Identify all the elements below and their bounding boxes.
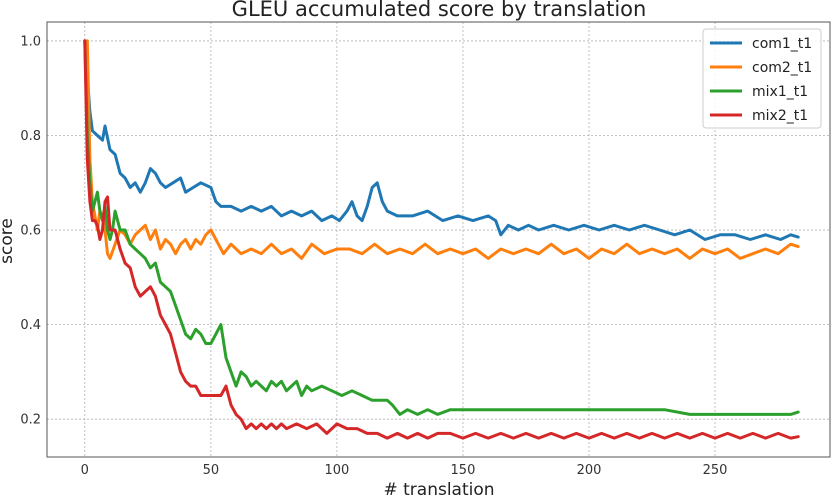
legend-label-mix1_t1: mix1_t1	[752, 84, 808, 100]
y-tick-label: 0.4	[20, 318, 41, 333]
x-tick-label: 150	[451, 463, 476, 478]
series-layer	[83, 39, 800, 440]
legend-label-com1_t1: com1_t1	[752, 36, 812, 52]
legend-box	[702, 28, 822, 129]
x-tick-label: 0	[81, 463, 89, 478]
x-tick-label: 50	[203, 463, 220, 478]
chart-title: GLEU accumulated score by translation	[232, 0, 647, 21]
y-tick-label: 0.8	[20, 129, 41, 144]
legend-label-mix2_t1: mix2_t1	[752, 108, 808, 124]
y-tick-label: 0.2	[20, 413, 41, 428]
y-axis-title: score	[0, 218, 17, 264]
x-tick-label: 100	[324, 463, 349, 478]
y-tick-label: 0.6	[20, 224, 41, 239]
series-line-mix2_t1	[83, 39, 800, 440]
tick-labels: 0 50 100 150 200 250 0.2 0.4 0.6 0.8 1.0	[20, 34, 727, 478]
series-line-com1_t1	[83, 39, 800, 241]
plot-frame	[46, 21, 831, 458]
x-tick-label: 250	[703, 463, 728, 478]
x-tick-label: 200	[577, 463, 602, 478]
x-axis-title: # translation	[383, 480, 494, 496]
legend-label-com2_t1: com2_t1	[752, 60, 812, 76]
series-line-mix1_t1	[83, 39, 800, 416]
legend: com1_t1 com2_t1 mix1_t1 mix2_t1	[702, 28, 822, 129]
y-tick-label: 1.0	[20, 34, 41, 49]
